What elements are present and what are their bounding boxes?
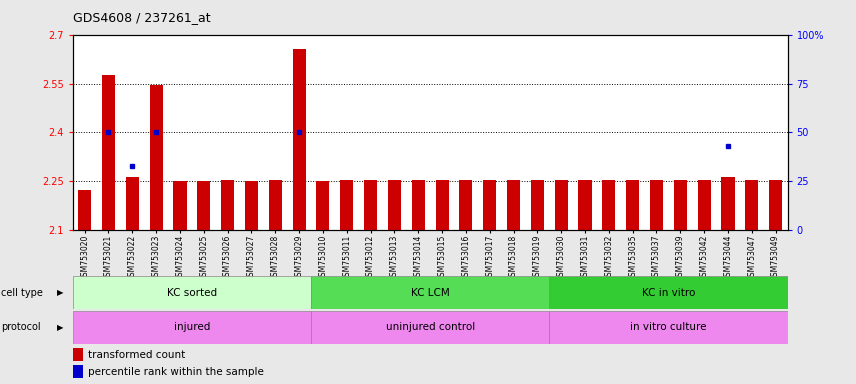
Text: in vitro culture: in vitro culture bbox=[630, 322, 707, 333]
Bar bbox=[507, 180, 520, 230]
Bar bbox=[293, 49, 306, 230]
Bar bbox=[388, 180, 401, 230]
Bar bbox=[555, 180, 568, 230]
Bar bbox=[78, 190, 92, 230]
Bar bbox=[364, 180, 377, 230]
Bar bbox=[197, 182, 211, 230]
Bar bbox=[698, 180, 710, 230]
Text: protocol: protocol bbox=[1, 322, 40, 333]
Bar bbox=[722, 177, 734, 230]
Bar bbox=[674, 180, 687, 230]
Bar bbox=[769, 180, 782, 230]
Bar bbox=[531, 180, 544, 230]
Bar bbox=[579, 180, 591, 230]
Bar bbox=[436, 180, 449, 230]
Bar bbox=[603, 180, 615, 230]
Text: GDS4608 / 237261_at: GDS4608 / 237261_at bbox=[73, 12, 211, 25]
Text: KC sorted: KC sorted bbox=[167, 288, 217, 298]
Bar bbox=[102, 75, 115, 230]
Bar bbox=[73, 276, 311, 309]
Bar bbox=[550, 311, 788, 344]
Bar bbox=[317, 182, 330, 230]
Bar bbox=[269, 180, 282, 230]
Bar bbox=[174, 182, 187, 230]
Text: cell type: cell type bbox=[1, 288, 43, 298]
Text: percentile rank within the sample: percentile rank within the sample bbox=[88, 367, 265, 377]
Bar bbox=[126, 177, 139, 230]
Text: ▶: ▶ bbox=[57, 323, 64, 332]
Bar bbox=[311, 311, 550, 344]
Bar bbox=[412, 180, 425, 230]
Bar bbox=[150, 85, 163, 230]
Bar bbox=[746, 180, 758, 230]
Bar bbox=[245, 182, 258, 230]
Bar bbox=[73, 311, 311, 344]
Bar bbox=[460, 180, 473, 230]
Bar bbox=[311, 276, 550, 309]
Text: uninjured control: uninjured control bbox=[385, 322, 475, 333]
Bar bbox=[650, 180, 663, 230]
Text: ▶: ▶ bbox=[57, 288, 64, 297]
Bar bbox=[626, 180, 639, 230]
Text: transformed count: transformed count bbox=[88, 349, 186, 359]
Bar bbox=[73, 365, 84, 379]
Bar bbox=[340, 180, 354, 230]
Text: KC LCM: KC LCM bbox=[411, 288, 449, 298]
Bar bbox=[73, 348, 84, 361]
Text: injured: injured bbox=[174, 322, 210, 333]
Bar bbox=[550, 276, 788, 309]
Text: KC in vitro: KC in vitro bbox=[642, 288, 695, 298]
Bar bbox=[483, 180, 496, 230]
Bar bbox=[221, 180, 235, 230]
